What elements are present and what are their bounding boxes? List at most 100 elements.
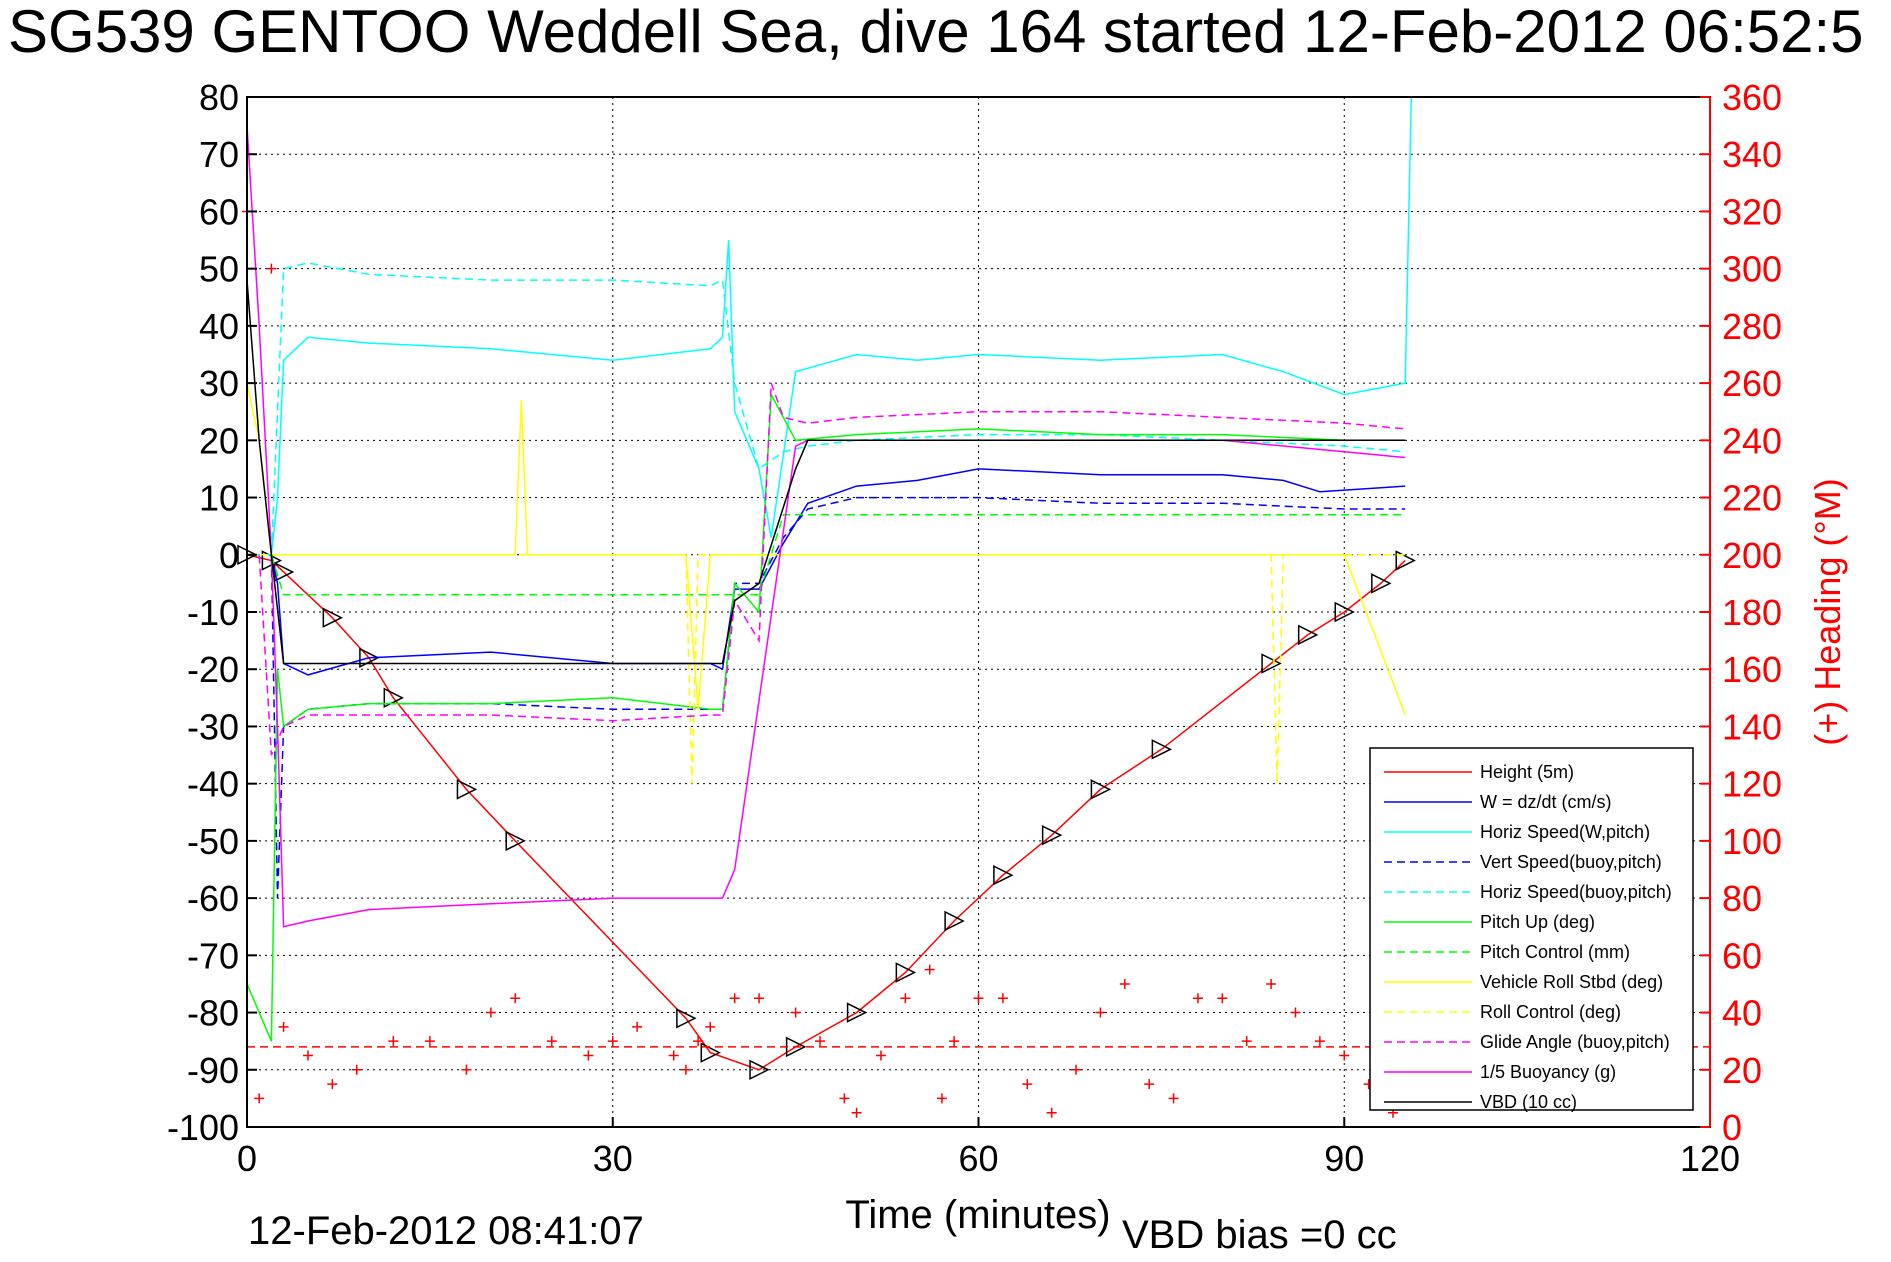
series-line-5: [246, 391, 1406, 1042]
legend-box: [1369, 747, 1694, 1111]
legend-label-0: Height (5m): [1480, 762, 1574, 782]
heading-point: [1119, 978, 1130, 989]
footer-vbd-bias: VBD bias =0 cc: [1122, 1213, 1397, 1257]
heading-point: [1144, 1079, 1155, 1090]
heading-point: [632, 1021, 643, 1032]
x-axis-label: Time (minutes): [845, 1193, 1110, 1237]
footer-date: 12-Feb-2012 08:41:07: [248, 1209, 644, 1253]
y-tick-label: 10: [199, 478, 239, 519]
height-point-marker: [359, 647, 380, 668]
series-line-3: [247, 496, 1406, 899]
heading-point: [729, 993, 740, 1004]
y-tick-label: -10: [187, 592, 239, 633]
y-right-tick-label: 300: [1722, 249, 1782, 290]
heading-point: [1266, 978, 1277, 989]
y-right-tick-label: 60: [1722, 935, 1762, 976]
y-right-tick-label: 180: [1722, 592, 1782, 633]
legend-label-5: Pitch Up (deg): [1480, 912, 1595, 932]
y-right-tick-label: 200: [1722, 535, 1782, 576]
heading-point: [973, 993, 984, 1004]
series-lines: [237, 96, 1416, 1080]
heading-point: [424, 1036, 435, 1047]
height-point-marker: [993, 865, 1014, 886]
height-point-marker: [749, 1059, 770, 1080]
x-axis-ticks: 0 30 60 90 120: [237, 1117, 1740, 1179]
y-tick-label: 40: [199, 306, 239, 347]
legend-label-6: Pitch Control (mm): [1480, 942, 1630, 962]
heading-point: [997, 993, 1008, 1004]
heading-point: [1290, 1007, 1301, 1018]
height-point-marker: [895, 962, 917, 983]
x-tick-label: 120: [1680, 1138, 1740, 1179]
heading-point: [1217, 993, 1228, 1004]
x-tick-label: 90: [1324, 1138, 1364, 1179]
legend-label-4: Horiz Speed(buoy,pitch): [1480, 882, 1672, 902]
y-tick-label: -60: [187, 878, 239, 919]
legend-label-2: Horiz Speed(W,pitch): [1480, 822, 1650, 842]
heading-markers: [242, 206, 1710, 1118]
y-right-tick-label: 120: [1722, 764, 1782, 805]
heading-point: [839, 1093, 850, 1104]
heading-point: [278, 1021, 289, 1032]
height-point-marker: [322, 607, 344, 628]
legend-label-11: VBD (10 cc): [1480, 1092, 1577, 1112]
heading-point: [583, 1050, 594, 1061]
heading-point: [875, 1050, 886, 1061]
y-axis-left-ticks: 80 70 60 50 40 30 20 10 0 -10 -20 -30 -40 -50 -60 -70 -8…: [167, 77, 257, 1148]
height-point-marker: [1041, 824, 1063, 846]
heading-point: [546, 1036, 557, 1047]
heading-point: [936, 1093, 947, 1104]
y-tick-label: 80: [199, 77, 239, 118]
y-tick-label: 30: [199, 363, 239, 404]
heading-point: [754, 993, 765, 1004]
y-right-tick-label: 80: [1722, 878, 1762, 919]
legend: Height (5m) W = dz/dt (cm/s) Horiz Speed(W…: [1369, 747, 1694, 1112]
heading-point: [266, 263, 277, 274]
x-tick-label: 0: [237, 1138, 257, 1179]
height-point-marker: [1297, 624, 1319, 646]
heading-point: [485, 1007, 496, 1018]
height-point-marker: [1334, 601, 1355, 623]
height-point-marker: [1371, 573, 1392, 594]
heading-point: [693, 1036, 704, 1047]
y-axis-right-label: (+) Heading (°M): [1807, 478, 1848, 745]
y-right-tick-label: 220: [1722, 478, 1782, 519]
x-tick-label: 60: [958, 1138, 998, 1179]
legend-label-1: W = dz/dt (cm/s): [1480, 792, 1612, 812]
heading-point: [1071, 1064, 1082, 1075]
y-tick-label: 0: [219, 535, 239, 576]
heading-point: [1046, 1107, 1057, 1118]
height-point-marker: [676, 1008, 697, 1029]
y-tick-label: -70: [187, 935, 239, 976]
heading-point: [1241, 1036, 1252, 1047]
heading-point: [510, 993, 521, 1004]
heading-point: [351, 1064, 362, 1075]
height-point-marker: [1090, 779, 1112, 800]
heading-point: [607, 1036, 618, 1047]
height-point-marker: [383, 687, 404, 709]
y-right-tick-label: 140: [1722, 706, 1782, 747]
y-right-tick-label: 240: [1722, 420, 1782, 461]
heading-point: [254, 1093, 265, 1104]
height-point-marker: [1395, 550, 1416, 571]
y-right-tick-label: 280: [1722, 306, 1782, 347]
height-point-marker: [1261, 653, 1282, 674]
heading-point: [1339, 1050, 1350, 1061]
heading-point: [680, 1064, 691, 1075]
series-line-2: [247, 96, 1413, 556]
heading-point: [461, 1064, 472, 1075]
legend-items: Height (5m) W = dz/dt (cm/s) Horiz Speed(W…: [1384, 762, 1672, 1112]
y-tick-label: 50: [199, 249, 239, 290]
heading-point: [1095, 1007, 1106, 1018]
legend-label-7: Vehicle Roll Stbd (deg): [1480, 972, 1663, 992]
y-axis-right-ticks: 3603403203002802602402202001801601401201…: [1700, 77, 1782, 1148]
heading-point: [1022, 1079, 1033, 1090]
series-line-4: [247, 262, 1406, 556]
series-line-10: [246, 125, 1406, 928]
y-tick-label: -50: [187, 821, 239, 862]
series-line-11: [246, 280, 1406, 665]
legend-label-9: Glide Angle (buoy,pitch): [1480, 1032, 1670, 1052]
legend-label-10: 1/5 Buoyancy (g): [1480, 1062, 1616, 1082]
y-right-tick-label: 20: [1722, 1050, 1762, 1091]
heading-point: [924, 964, 935, 975]
